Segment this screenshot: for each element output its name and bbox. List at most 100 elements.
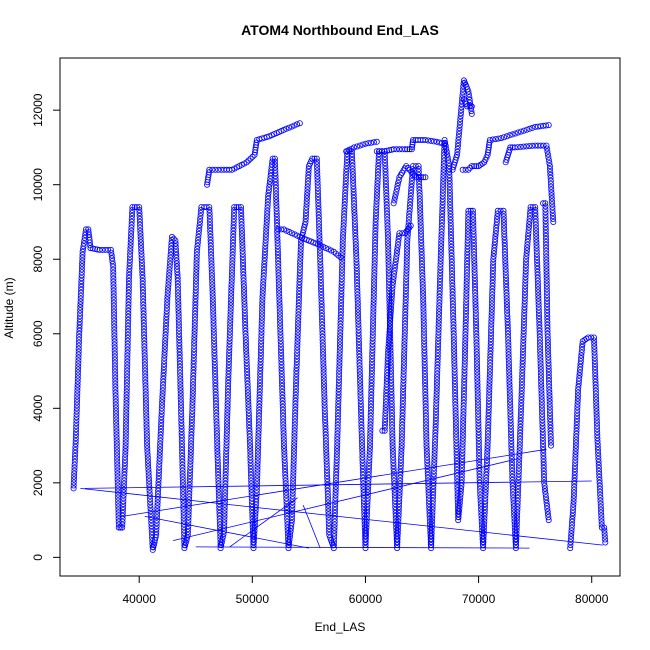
data-point <box>537 366 544 373</box>
data-point <box>175 301 182 308</box>
data-point <box>420 302 427 309</box>
data-point <box>384 228 391 235</box>
data-point <box>191 313 198 320</box>
data-point <box>545 360 552 367</box>
data-point <box>485 415 492 422</box>
data-point <box>264 198 271 205</box>
data-point <box>437 264 444 271</box>
data-point <box>244 389 251 396</box>
data-point <box>401 341 408 348</box>
data-point <box>572 451 579 458</box>
data-point <box>545 368 552 375</box>
data-point <box>178 408 185 415</box>
data-point <box>389 445 396 452</box>
data-point <box>448 252 455 259</box>
data-point <box>177 387 184 394</box>
data-point <box>283 125 290 132</box>
data-point <box>153 523 160 530</box>
data-point <box>436 281 443 288</box>
data-point <box>322 431 329 438</box>
data-point <box>264 195 271 202</box>
data-point <box>382 413 389 420</box>
data-point <box>388 291 395 298</box>
data-point <box>331 533 338 540</box>
data-point <box>403 261 410 268</box>
data-point <box>441 140 448 147</box>
data-point <box>272 187 279 194</box>
data-point <box>452 398 459 405</box>
data-point <box>480 542 487 549</box>
data-point <box>243 348 250 355</box>
data-point <box>422 403 429 410</box>
data-point <box>278 376 285 383</box>
data-point <box>143 409 150 416</box>
data-point <box>601 533 608 540</box>
data-point <box>419 287 426 294</box>
data-point <box>523 253 530 260</box>
data-point <box>385 346 392 353</box>
data-point <box>160 367 167 374</box>
data-point <box>280 418 287 425</box>
data-point <box>455 133 462 140</box>
data-point <box>594 423 601 430</box>
data-point <box>399 418 406 425</box>
data-point <box>342 177 349 184</box>
data-point <box>142 370 149 377</box>
data-point <box>319 330 326 337</box>
data-point <box>343 160 350 167</box>
data-point <box>568 533 575 540</box>
data-point <box>123 418 130 425</box>
data-point <box>350 194 357 201</box>
data-point <box>526 221 533 228</box>
data-point <box>517 420 524 427</box>
data-point <box>398 451 405 458</box>
data-point <box>111 353 118 360</box>
data-point <box>471 257 478 264</box>
data-point <box>391 267 398 274</box>
data-point <box>125 283 132 290</box>
data-point <box>351 144 358 151</box>
data-point <box>473 330 480 337</box>
data-point <box>278 362 285 369</box>
data-point <box>339 237 346 244</box>
data-point <box>137 233 144 240</box>
data-point <box>385 261 392 268</box>
data-point <box>462 322 469 329</box>
data-point <box>290 469 297 476</box>
data-point <box>321 393 328 400</box>
data-point <box>507 144 514 151</box>
data-point <box>75 354 82 361</box>
data-point <box>419 278 426 285</box>
data-point <box>176 351 183 358</box>
data-point <box>481 518 488 525</box>
data-point <box>597 488 604 495</box>
data-point <box>357 383 364 390</box>
data-point <box>255 415 262 422</box>
data-point <box>459 444 466 451</box>
data-point <box>547 430 554 437</box>
data-point <box>356 347 363 354</box>
data-point <box>253 481 260 488</box>
data-point <box>517 143 524 150</box>
data-point <box>288 230 295 237</box>
data-point <box>534 257 541 264</box>
data-point <box>487 347 494 354</box>
data-point <box>511 144 518 151</box>
data-point <box>163 305 170 312</box>
data-point <box>408 183 415 190</box>
data-point <box>390 471 397 478</box>
data-point <box>543 268 550 275</box>
data-point <box>254 454 261 461</box>
data-point <box>432 432 439 439</box>
data-point <box>143 415 150 422</box>
data-point <box>446 189 453 196</box>
data-point <box>136 206 143 213</box>
data-point <box>504 327 511 334</box>
data-point <box>294 344 301 351</box>
data-point <box>500 134 507 141</box>
data-point <box>399 412 406 419</box>
data-point <box>322 434 329 441</box>
data-point <box>375 154 382 161</box>
data-point <box>274 249 281 256</box>
data-point <box>227 323 234 330</box>
